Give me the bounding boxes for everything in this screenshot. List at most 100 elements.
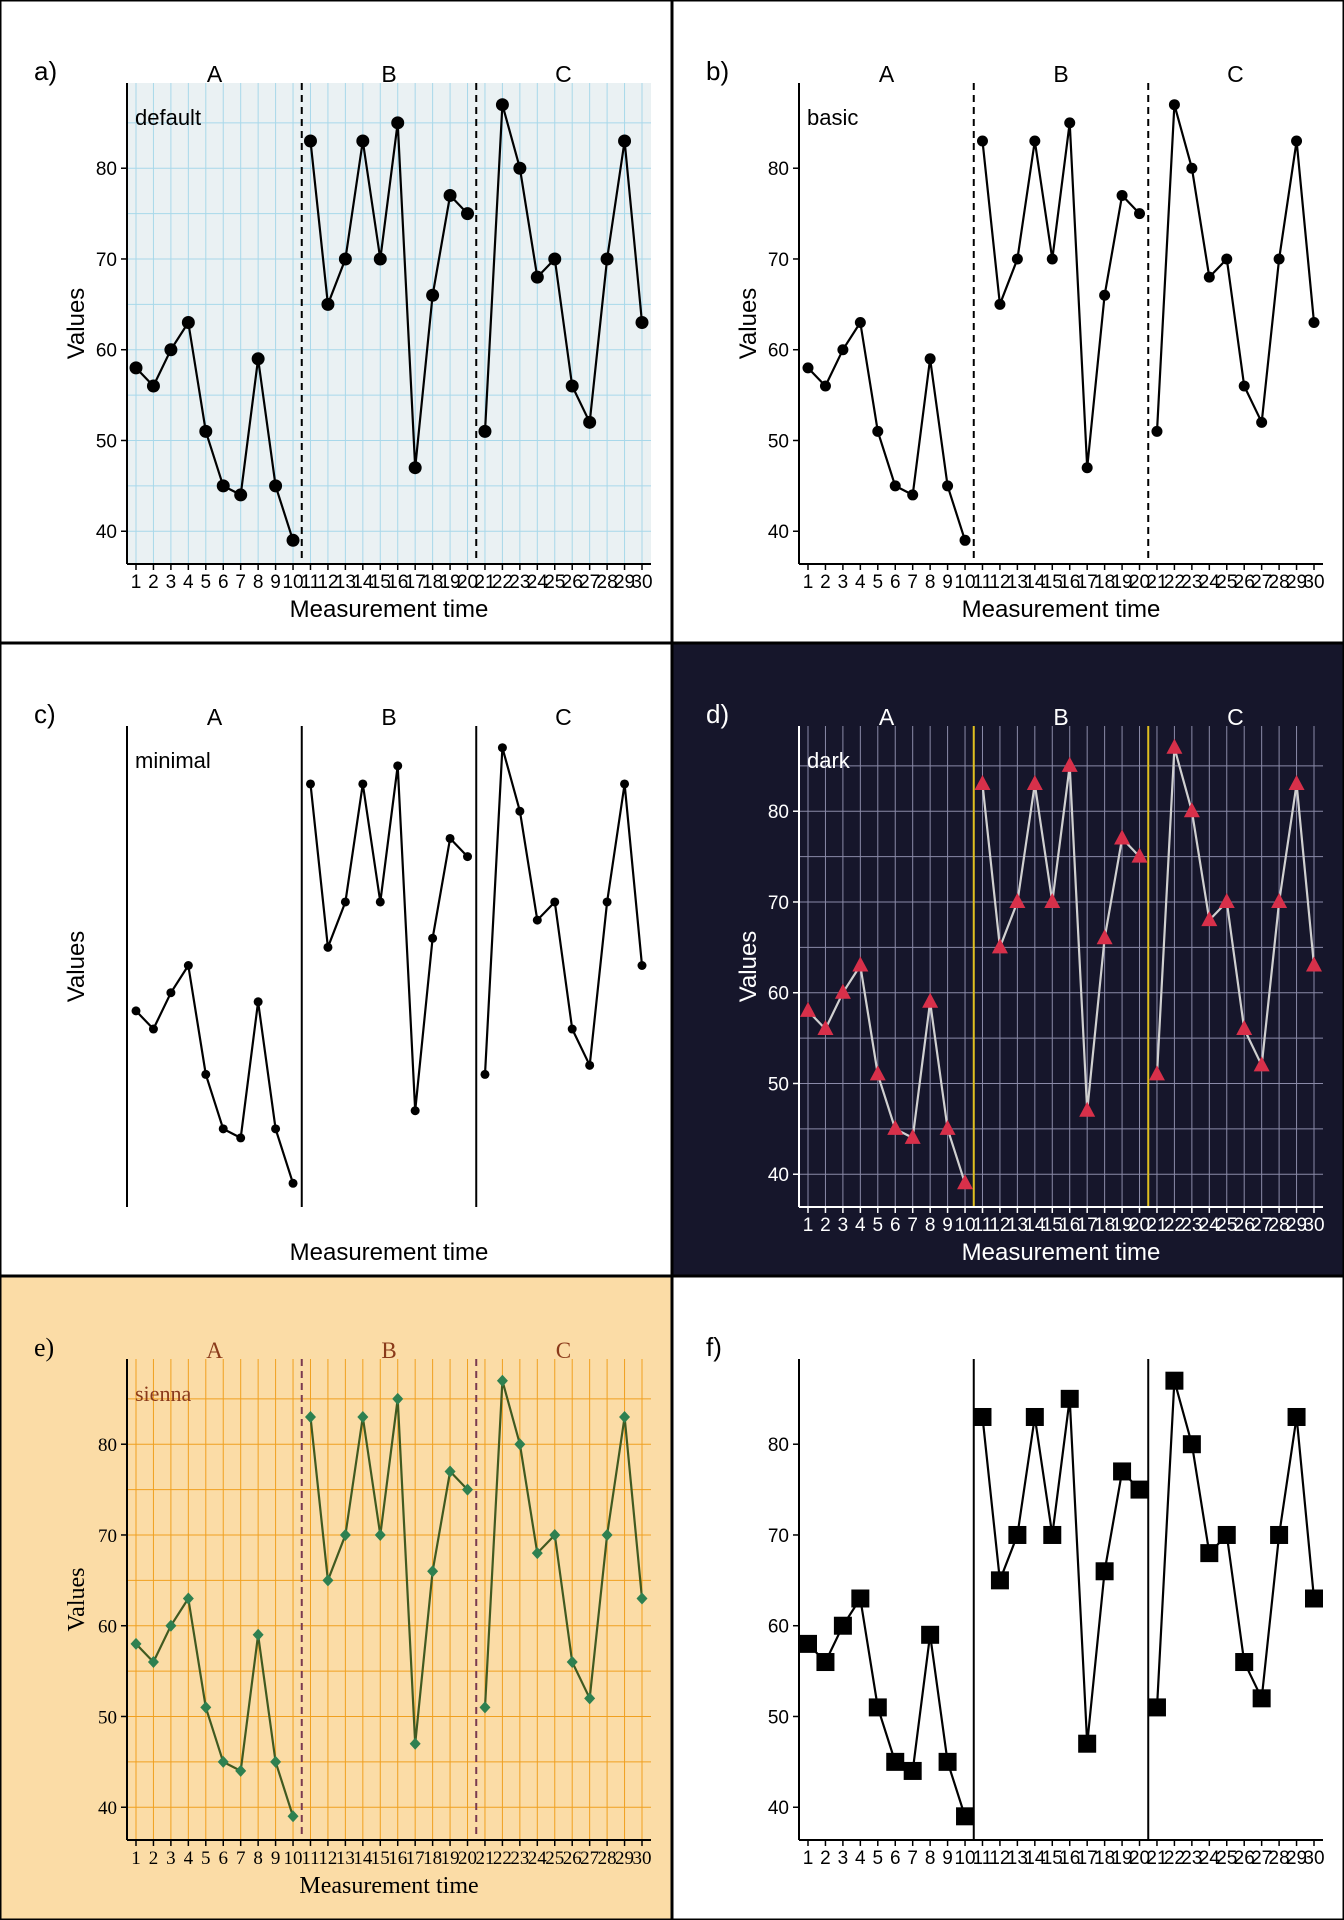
- data-point: [1011, 253, 1023, 265]
- data-point: [1044, 892, 1061, 908]
- x-tick-label: 3: [166, 1848, 176, 1869]
- data-point: [495, 98, 509, 112]
- data-point: [889, 480, 901, 492]
- data-point: [994, 298, 1006, 310]
- data-point: [635, 316, 649, 329]
- data-point: [852, 956, 869, 972]
- x-tick-label: 8: [925, 1215, 936, 1236]
- x-tick-label: 22: [1164, 1848, 1185, 1869]
- data-point: [1238, 380, 1250, 392]
- x-tick-label: 21: [1146, 572, 1167, 593]
- data-point: [1235, 1653, 1254, 1672]
- data-point: [1095, 1562, 1114, 1581]
- y-tick-label: 40: [768, 522, 789, 543]
- x-tick-label: 19: [441, 1848, 460, 1869]
- data-point: [479, 1701, 491, 1714]
- data-point: [181, 316, 195, 329]
- theme-label: basic: [807, 105, 858, 130]
- phase-label-b: B: [1053, 704, 1068, 730]
- data-point: [428, 933, 438, 943]
- series-line-phase-3: [483, 1379, 644, 1708]
- data-point: [321, 297, 335, 311]
- phase-label-c: C: [555, 704, 572, 730]
- data-point: [817, 1020, 834, 1036]
- series-line-phase-1: [135, 1597, 295, 1817]
- x-tick-label: 22: [1164, 1215, 1185, 1236]
- x-tick-label: 2: [820, 1848, 831, 1869]
- data-point: [147, 1656, 159, 1669]
- panel-b: 1 2 3 4 5 6 7 8 9 1011121314151617181920212223242…: [672, 0, 1344, 643]
- data-point: [854, 317, 866, 328]
- series-line-phase-3: [1155, 746, 1316, 1075]
- x-tick-label: 15: [1042, 1848, 1063, 1869]
- y-tick-label: 50: [768, 1707, 789, 1728]
- x-tick-label: 15: [370, 572, 391, 593]
- series-line-phase-3: [1155, 103, 1316, 432]
- x-tick-label: 12: [989, 1848, 1010, 1869]
- theme-label: default: [135, 105, 201, 130]
- data-point: [496, 1374, 508, 1387]
- data-point: [833, 1616, 852, 1635]
- phase-label-b: B: [381, 704, 396, 730]
- data-point: [375, 897, 385, 907]
- data-point: [907, 489, 919, 501]
- data-point: [201, 1069, 211, 1079]
- x-tick-label: 23: [1181, 1215, 1202, 1236]
- data-point: [443, 188, 457, 202]
- data-point: [514, 1438, 526, 1451]
- x-tick-label: 2: [820, 572, 831, 593]
- data-point: [461, 207, 475, 221]
- x-tick-label: 24: [528, 1848, 548, 1869]
- x-tick-label: 16: [1059, 1848, 1080, 1869]
- x-tick-label: 4: [183, 572, 194, 593]
- x-tick-label: 6: [218, 1848, 228, 1869]
- data-point: [602, 897, 612, 907]
- y-tick-label: 80: [98, 1435, 117, 1456]
- data-point: [1061, 756, 1078, 772]
- data-point: [548, 252, 562, 266]
- x-tick-label: 27: [1251, 572, 1272, 593]
- y-axis-title: Values: [63, 931, 90, 1003]
- panel-border: [672, 1276, 1344, 1920]
- x-tick-label: 26: [1234, 1848, 1255, 1869]
- data-point: [1130, 1480, 1149, 1499]
- data-point: [1183, 802, 1200, 818]
- y-tick-label: 80: [768, 802, 789, 823]
- data-point: [851, 1589, 870, 1608]
- data-point: [1200, 1544, 1219, 1563]
- data-point: [1131, 847, 1148, 863]
- theme-label: sienna: [135, 1381, 191, 1406]
- y-tick-label: 80: [768, 1435, 789, 1456]
- data-point: [269, 479, 283, 493]
- y-axis-title: Values: [735, 931, 762, 1003]
- x-tick-label: 12: [318, 1848, 337, 1869]
- x-tick-label: 24: [1199, 572, 1221, 593]
- x-tick-label: 19: [1111, 572, 1132, 593]
- x-tick-label: 8: [253, 572, 264, 593]
- x-tick-label: 9: [270, 572, 281, 593]
- data-point: [480, 1069, 490, 1079]
- data-point: [131, 1006, 141, 1016]
- panel-label: a): [34, 56, 57, 86]
- data-point: [303, 134, 317, 148]
- data-point: [1008, 1525, 1027, 1544]
- data-point: [837, 344, 849, 356]
- x-tick-label: 17: [1077, 572, 1098, 593]
- data-point: [356, 134, 370, 148]
- data-point: [1116, 189, 1128, 201]
- x-tick-label: 1: [803, 572, 814, 593]
- data-point: [253, 997, 263, 1007]
- x-tick-label: 25: [545, 1848, 564, 1869]
- x-tick-label: 18: [422, 572, 443, 593]
- data-point: [565, 379, 579, 393]
- data-point: [938, 1752, 957, 1771]
- x-tick-label: 29: [1286, 1215, 1307, 1236]
- data-point: [1151, 425, 1163, 437]
- x-tick-label: 18: [1094, 1848, 1115, 1869]
- data-point: [166, 988, 176, 998]
- x-tick-label: 7: [236, 1848, 246, 1869]
- x-tick-label: 25: [1216, 1215, 1237, 1236]
- x-tick-label: 4: [855, 572, 866, 593]
- data-point: [957, 1174, 974, 1190]
